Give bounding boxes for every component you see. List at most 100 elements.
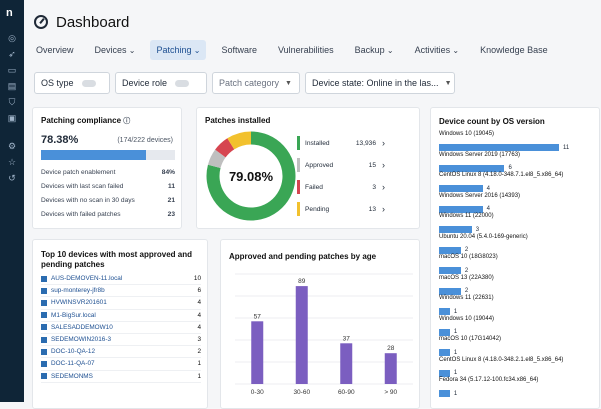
os-row[interactable]: CentOS Linux 8 (4.18.0-348.7.1.el8_5.x86…: [439, 172, 599, 193]
legend-label: Installed: [305, 139, 330, 147]
history-icon[interactable]: ↺: [8, 173, 16, 183]
tab-devices[interactable]: Devices ⌄: [89, 40, 142, 60]
chevron-down-icon: ⌄: [450, 46, 460, 55]
table-row[interactable]: HVWINSVR201601 4: [41, 297, 201, 310]
os-row[interactable]: Windows 10 (19044) 1: [439, 316, 599, 337]
patch-category-select[interactable]: Patch category ▼: [212, 72, 300, 94]
os-count-value: 3: [475, 226, 480, 233]
device-count: 1: [197, 360, 201, 368]
table-row[interactable]: AUS-DEMOVEN-11.local 10: [41, 273, 201, 286]
legend-item-failed[interactable]: Failed 3 ›: [297, 178, 385, 196]
gear-icon[interactable]: ⚙: [7, 141, 17, 151]
card-title: Patching compliance: [41, 116, 122, 125]
os-version-label: Fedora 34 (5.17.12-100.fc34.x86_64): [439, 377, 539, 383]
compliance-row-value: 23: [167, 210, 175, 218]
tab-activities[interactable]: Activities ⌄: [409, 40, 465, 60]
legend-item-approved[interactable]: Approved 15 ›: [297, 156, 385, 174]
device-name-link[interactable]: SEDEMONMS: [51, 372, 93, 380]
os-row[interactable]: macOS 13 (22A380) 2: [439, 275, 599, 296]
device-role-toggle[interactable]: [175, 79, 190, 87]
bar-0-30[interactable]: [251, 321, 264, 384]
table-row[interactable]: sup-monterey-jfr8b 6: [41, 285, 201, 298]
device-name-link[interactable]: M1-BigSur.local: [51, 311, 96, 319]
donut-slice-pending: [227, 131, 252, 150]
os-row[interactable]: Windows Server 2016 (14393) 4: [439, 193, 599, 214]
bar-60-90[interactable]: [340, 343, 353, 384]
dashboard-icon: [34, 15, 48, 29]
os-bar-wrap: 6: [439, 160, 599, 178]
x-tick-label: 30-60: [293, 389, 310, 396]
os-bar: [439, 267, 461, 275]
windows-icon: [41, 287, 47, 294]
monitor-icon[interactable]: ▭: [7, 65, 17, 75]
compliance-row-value: 21: [167, 196, 175, 204]
desktop-icon[interactable]: ▣: [7, 113, 17, 123]
device-count: 3: [197, 336, 201, 344]
device-name-link[interactable]: DOC-10-QA-12: [51, 348, 96, 356]
tab-knowledge-base[interactable]: Knowledge Base: [474, 40, 554, 60]
table-row[interactable]: M1-BigSur.local 4: [41, 310, 201, 322]
bar-30-60[interactable]: [295, 286, 308, 384]
device-count: 6: [197, 287, 201, 295]
os-row[interactable]: macOS 10 (18G8023) 2: [439, 254, 599, 275]
device-name-cell: sup-monterey-jfr8b: [41, 287, 105, 294]
legend-swatch: [297, 202, 300, 216]
chevron-down-icon: ▼: [444, 79, 452, 87]
windows-icon: [41, 275, 47, 282]
x-tick-label: 60-90: [338, 389, 355, 396]
os-row[interactable]: Windows 11 (22000) 3: [439, 213, 599, 234]
windows-icon: [41, 336, 47, 343]
shield-icon[interactable]: ⛉: [8, 97, 16, 107]
os-type-toggle[interactable]: [81, 79, 96, 87]
os-row[interactable]: CentOS Linux 8 (4.18.0-348.2.1.el8_5.x86…: [439, 357, 599, 378]
table-row[interactable]: SEDEMONMS 1: [41, 371, 201, 383]
os-type-filter[interactable]: OS type: [34, 72, 110, 94]
rocket-icon[interactable]: ➶: [8, 49, 16, 59]
table-row[interactable]: DOC-11-QA-07 1: [41, 358, 201, 371]
os-row[interactable]: Fedora 34 (5.17.12-100.fc34.x86_64) 1: [439, 377, 599, 398]
device-role-filter[interactable]: Device role: [115, 72, 207, 94]
bar-> 90[interactable]: [384, 353, 397, 384]
top-devices-list: AUS-DEMOVEN-11.local 10 sup-monterey-jfr8b…: [41, 273, 201, 383]
os-row[interactable]: macOS 10 (17G14042) 1: [439, 336, 599, 357]
device-name-link[interactable]: AUS-DEMOVEN-11.local: [51, 275, 123, 283]
info-icon[interactable]: ⓘ: [123, 118, 131, 125]
age-bar-chart: 57 0-30 89 30-60 37 60-90 28 > 90: [235, 273, 413, 396]
os-version-label: CentOS Linux 8 (4.18.0-348.2.1.el8_5.x86…: [439, 356, 564, 363]
os-bar: [439, 164, 505, 172]
device-state-select[interactable]: Device state: Online in the las... ▼: [305, 72, 455, 94]
os-row[interactable]: Windows 11 (22631) 1: [439, 295, 599, 316]
tab-backup[interactable]: Backup ⌄: [349, 40, 400, 60]
inbox-icon[interactable]: ▤: [7, 81, 17, 91]
device-name-cell: SEDEMOWIN2016-3: [41, 336, 111, 343]
os-row[interactable]: Windows 10 (19045) 11: [439, 131, 599, 152]
compass-icon[interactable]: ◎: [8, 33, 16, 43]
compliance-row: Devices with last scan failed 11: [41, 179, 175, 193]
legend-item-installed[interactable]: Installed 13,936 ›: [297, 134, 385, 152]
table-row[interactable]: SEDEMOWIN2016-3 3: [41, 334, 201, 347]
legend-item-pending[interactable]: Pending 13 ›: [297, 200, 385, 218]
os-version-label: Windows 11 (22631): [439, 295, 494, 301]
table-row[interactable]: DOC-10-QA-12 2: [41, 346, 201, 359]
star-icon[interactable]: ☆: [7, 157, 17, 167]
tab-vulnerabilities[interactable]: Vulnerabilities: [272, 40, 340, 60]
compliance-progress-fill: [41, 150, 147, 160]
os-row[interactable]: Windows Server 2019 (17763) 6: [439, 152, 599, 173]
os-version-label: Windows Server 2016 (14393): [439, 192, 521, 199]
legend-swatch: [297, 180, 300, 194]
device-name-link[interactable]: DOC-11-QA-07: [51, 360, 95, 368]
os-row[interactable]: Ubuntu 20.04 (5.4.0-169-generic) 2: [439, 234, 599, 255]
os-bar-wrap: 1: [439, 365, 599, 383]
os-version-label: macOS 10 (18G8023): [439, 254, 498, 260]
compliance-row-value: 11: [168, 182, 175, 190]
os-count-value: 1: [453, 370, 458, 377]
table-row[interactable]: SALESADDEMOW10 4: [41, 322, 201, 334]
device-name-link[interactable]: HVWINSVR201601: [51, 299, 107, 307]
tab-software[interactable]: Software: [215, 40, 263, 60]
os-count-value: 11: [563, 144, 570, 151]
tab-overview[interactable]: Overview: [30, 40, 80, 60]
tab-patching[interactable]: Patching ⌄: [150, 40, 207, 60]
device-name-link[interactable]: SALESADDEMOW10: [51, 323, 113, 331]
device-name-link[interactable]: SEDEMOWIN2016-3: [51, 336, 112, 344]
device-name-link[interactable]: sup-monterey-jfr8b: [51, 287, 105, 295]
